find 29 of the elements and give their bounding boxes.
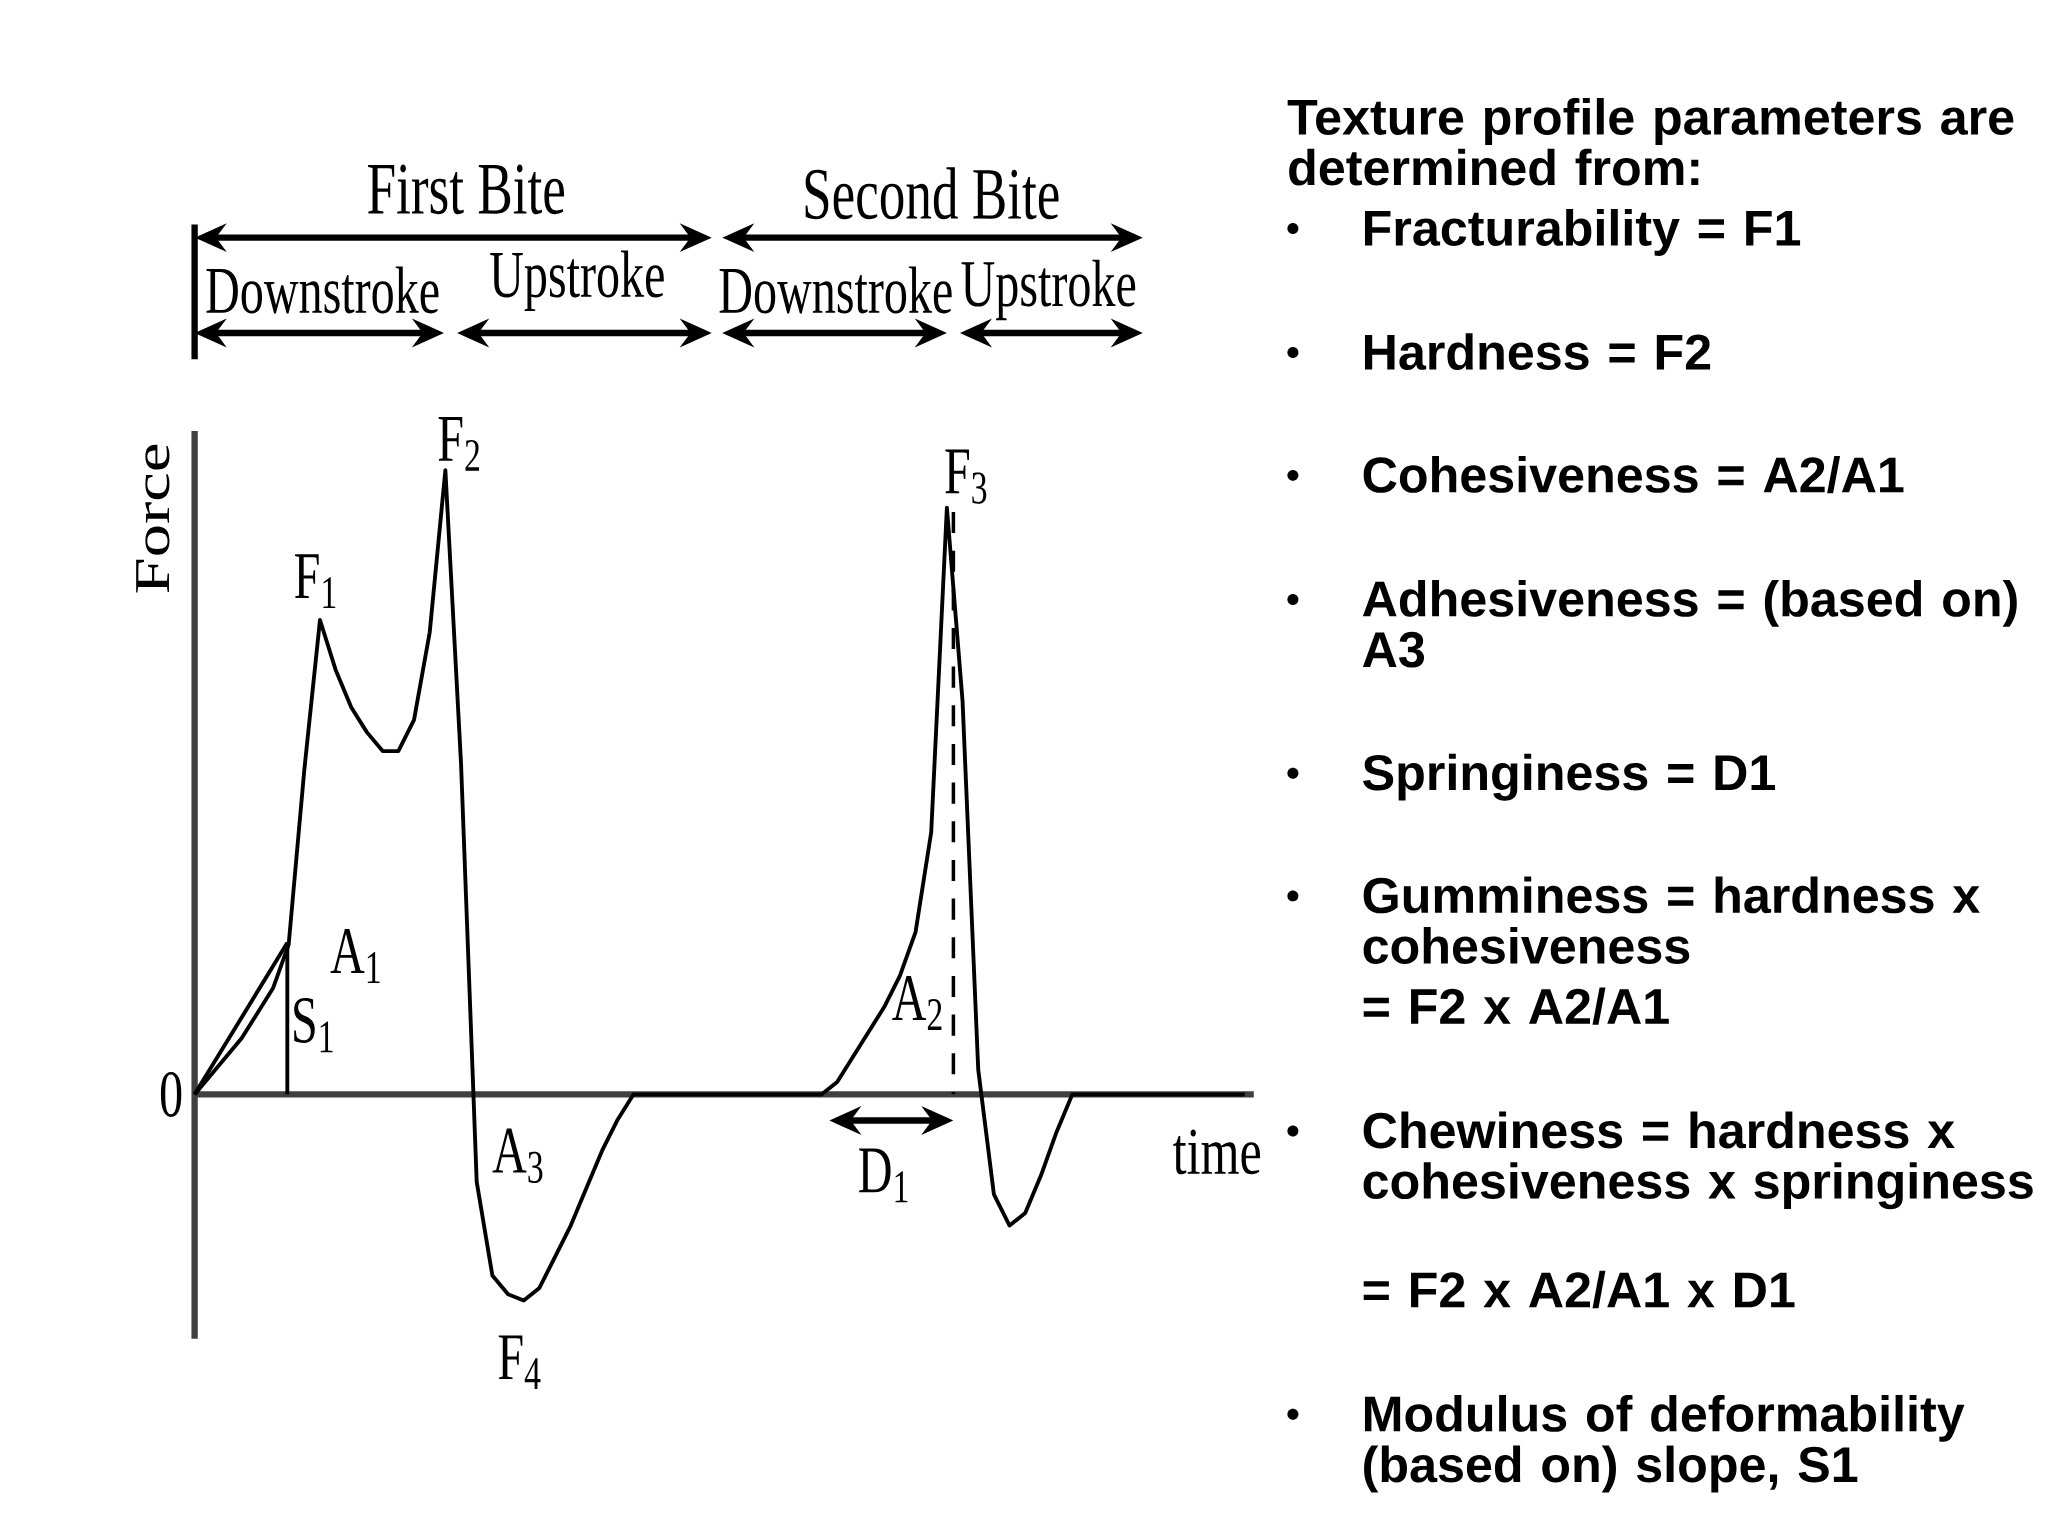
text: Cohesiveness = A2/A1 <box>1363 455 1904 494</box>
x-axis-title: time <box>1173 1129 1261 1175</box>
text: = F2 x A2/A1 x D1 <box>1363 1270 1795 1309</box>
text: Springiness = D1 <box>1363 753 1775 801</box>
annotation: F$_{3}$ <box>945 449 987 504</box>
text: Gumminess = hardness x cohesiveness <box>1363 876 1980 964</box>
text: First Bite <box>368 164 565 215</box>
text: Texture profile parameters are determined from: <box>1287 98 2014 186</box>
text: Chewiness = hardness x cohesiveness x springiness <box>1363 1111 2033 1210</box>
text: Upstroke <box>961 259 1136 321</box>
annotation: D$_{1}$ <box>859 1148 908 1203</box>
text: Modulus of deformability (based on) slope, S1 <box>1364 1394 1965 1493</box>
annotation: A$_{2}$ <box>892 975 942 1031</box>
text: Adhesiveness = (based on) A3 <box>1362 579 2017 668</box>
text: Downstroke <box>206 266 439 314</box>
text: 0 <box>160 1071 182 1117</box>
text: F$_{4}$ <box>498 1335 541 1389</box>
text: Hardness = F2 <box>1364 333 1711 371</box>
annotation: F$_{1}$ <box>295 554 336 609</box>
annotation: A$_{1}$ <box>330 929 380 983</box>
text: Downstroke <box>719 266 952 314</box>
annotation: S$_{1}$ <box>294 998 333 1053</box>
text: Second Bite <box>805 167 1059 220</box>
y-axis-title: Force <box>136 444 170 593</box>
text: Upstroke <box>490 250 664 312</box>
text: = F2 x A2/A1 <box>1363 987 1669 1025</box>
annotation: A$_{3}$ <box>492 1128 543 1184</box>
annotation: F$_{2}$ <box>438 417 480 471</box>
text: Fracturability = F1 <box>1364 209 1801 256</box>
